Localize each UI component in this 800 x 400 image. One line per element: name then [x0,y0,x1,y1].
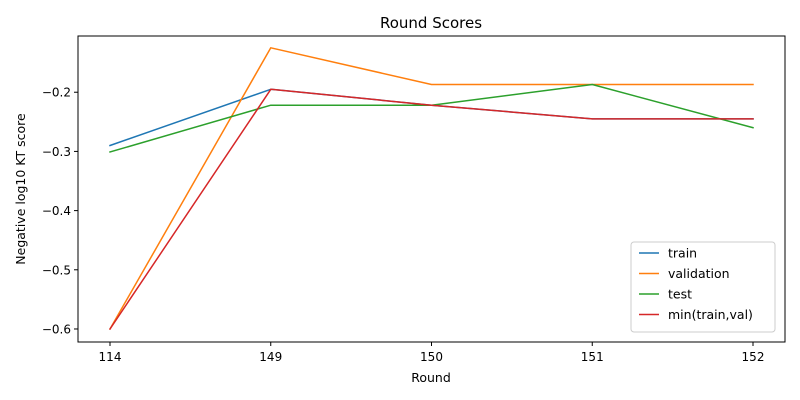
y-axis-ticks: −0.2 −0.3 −0.4 −0.5 −0.6 [42,86,78,336]
y-tick-label: −0.3 [42,145,71,159]
plot-lines [108,47,754,331]
chart-title: Round Scores [380,14,482,32]
x-axis-ticks: 114 149 150 151 152 [99,342,765,364]
legend-label: validation [668,266,730,281]
y-tick-label: −0.6 [42,322,71,336]
legend: train validation test min(train,val) [630,241,776,333]
legend-label: train [668,246,697,261]
y-tick-label: −0.2 [42,86,71,100]
x-tick-label: 149 [259,350,282,364]
x-tick-label: 150 [420,350,443,364]
series-line-1 [108,47,754,331]
legend-label: min(train,val) [668,307,753,322]
x-axis-label: Round [411,370,451,385]
x-tick-label: 151 [581,350,604,364]
legend-box [630,241,776,333]
y-tick-label: −0.5 [42,263,71,277]
x-tick-label: 114 [99,350,122,364]
legend-label: test [668,287,692,302]
series-line-3 [108,88,754,331]
y-tick-label: −0.4 [42,204,71,218]
x-tick-label: 152 [742,350,765,364]
series-line-0 [109,88,754,147]
y-axis-label: Negative log10 KT score [13,113,28,265]
